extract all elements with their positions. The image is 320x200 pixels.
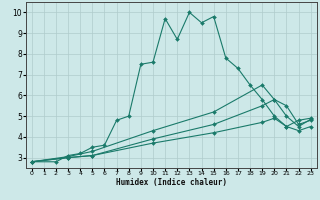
X-axis label: Humidex (Indice chaleur): Humidex (Indice chaleur): [116, 178, 227, 187]
